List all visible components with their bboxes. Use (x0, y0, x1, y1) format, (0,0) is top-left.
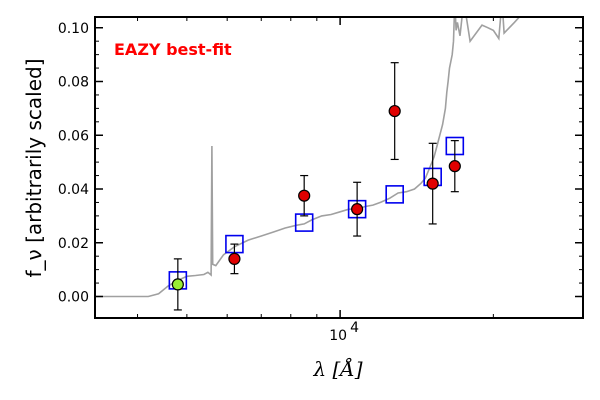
x-tick-label-exp-0: 4 (350, 320, 359, 336)
x-axis-label: λ [Å] (312, 356, 362, 381)
observed-point-3 (298, 189, 311, 202)
observed-point-4 (351, 203, 364, 216)
y-tick-label-0: 0.00 (58, 290, 89, 306)
observed-point-5 (388, 104, 401, 118)
y-tick-label-5: 0.10 (58, 21, 89, 37)
observed-point-1 (171, 278, 184, 291)
y-tick-label-1: 0.02 (58, 236, 89, 252)
annotation-label: EAZY best-fit (114, 40, 232, 59)
observed-point-7 (448, 160, 461, 173)
template-spectrum-line (95, 17, 521, 298)
y-tick-label-3: 0.06 (58, 128, 89, 144)
tick-layer: 0.00 0.02 0.04 0.06 0.08 0.10 10 4 (58, 17, 584, 344)
model-box-layer (168, 136, 465, 290)
y-axis-label: f_ν [arbitrarily scaled] (22, 59, 46, 278)
template-spectrum-layer (95, 17, 521, 298)
y-tick-label-2: 0.04 (58, 182, 89, 198)
model-box-3 (294, 213, 314, 232)
x-tick-label-0: 10 (329, 328, 347, 344)
axes-layer (94, 16, 584, 319)
observed-point-layer (171, 104, 461, 291)
plot-frame (94, 16, 584, 319)
observed-point-6 (426, 177, 439, 190)
observed-point-2 (228, 252, 241, 265)
y-tick-label-4: 0.08 (58, 75, 89, 91)
errorbar-layer (173, 62, 459, 311)
model-box-5 (385, 185, 404, 204)
